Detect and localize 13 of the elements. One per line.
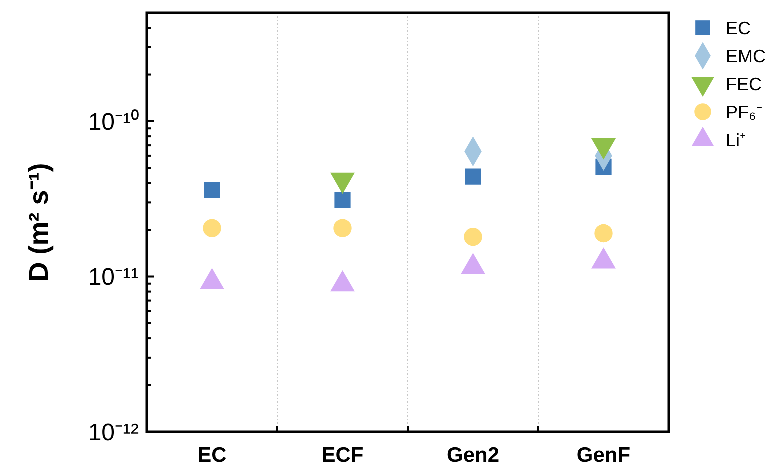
x-tick-label: Gen2 [446,444,500,467]
x-tick-label: EC [198,444,227,467]
x-tick-label: GenF [576,444,631,467]
legend-label: EC [726,18,752,38]
legend-label: FEC [726,74,762,94]
legend-label: EMC [726,46,766,66]
legend-label: Li⁺ [726,130,746,150]
legend-label: PF₆⁻ [726,102,762,122]
x-tick-label: ECF [322,444,364,467]
y-tick-label: 10⁻¹¹ [88,264,139,292]
y-tick-label: 10⁻¹² [88,419,139,446]
y-tick-label: 10⁻¹⁰ [88,108,139,136]
y-axis-title: D (m² s⁻¹) [24,163,54,282]
